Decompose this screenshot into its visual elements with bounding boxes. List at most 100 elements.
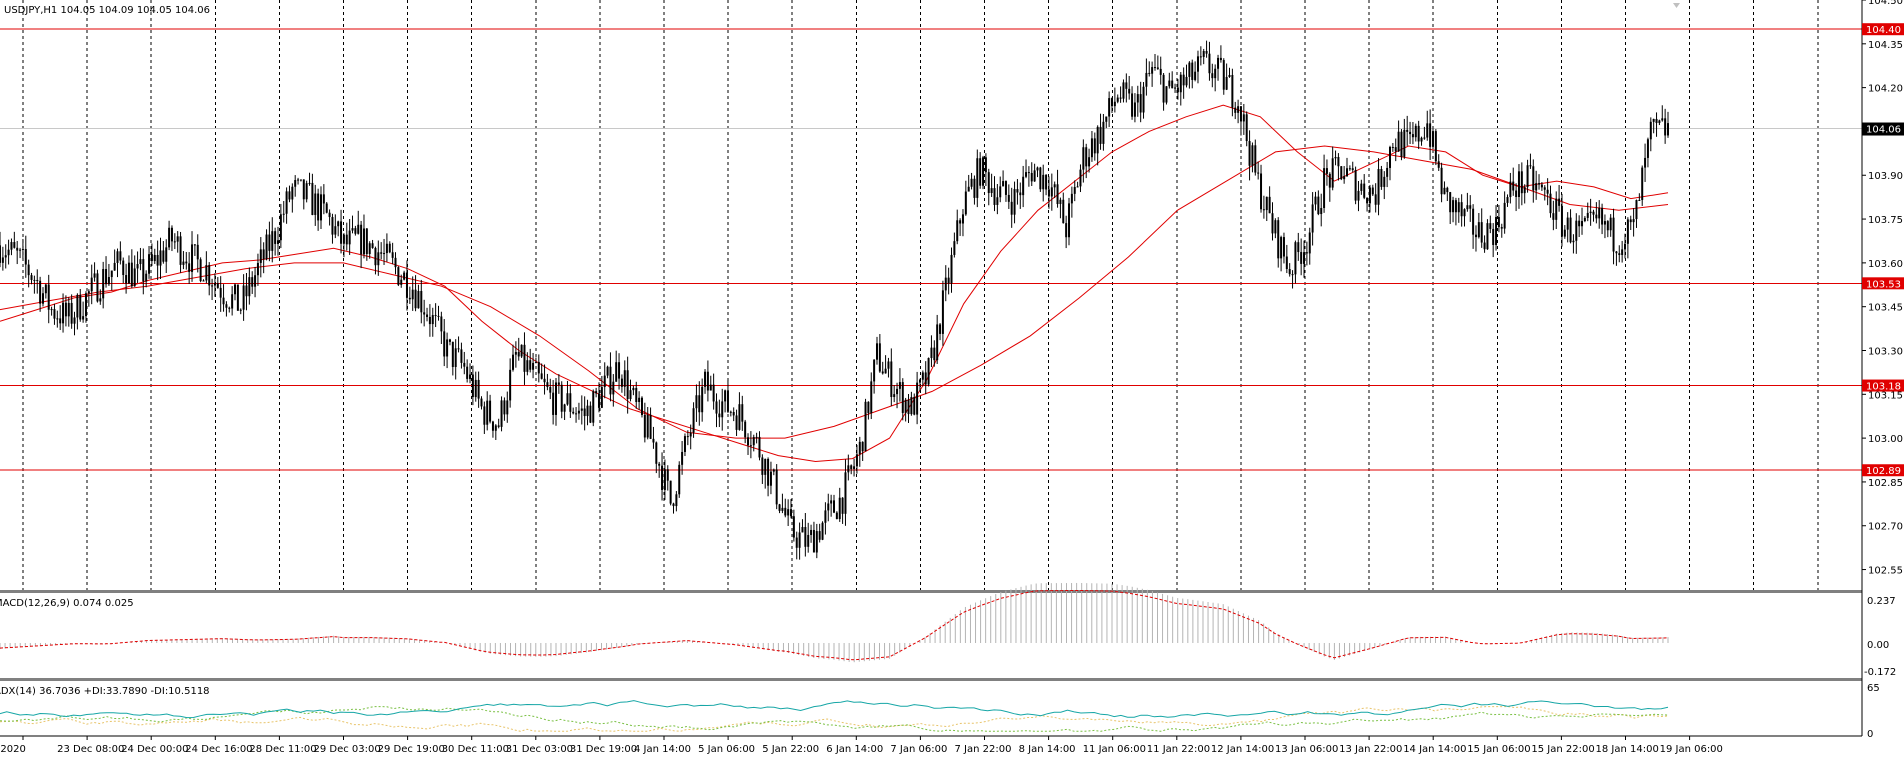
candle-body xyxy=(939,324,942,334)
candle-body xyxy=(726,390,729,412)
candle-body xyxy=(721,401,724,418)
candle-body xyxy=(1297,242,1300,253)
candle-body xyxy=(1512,181,1515,191)
candle-body xyxy=(411,289,414,300)
candle-body xyxy=(1139,94,1142,113)
candle-body xyxy=(979,158,982,186)
candle-body xyxy=(1,257,4,263)
candle-body xyxy=(59,318,62,324)
level-tag-label: 104.40 xyxy=(1866,25,1901,36)
candle-body xyxy=(1300,252,1303,264)
candle-body xyxy=(1010,201,1013,215)
candle-body xyxy=(1589,211,1592,213)
candle-body xyxy=(24,249,27,265)
candle-body xyxy=(976,158,979,198)
minus-di-line xyxy=(0,706,1669,732)
candle-body xyxy=(159,250,162,266)
time-label: 13 Jan 22:00 xyxy=(1339,744,1402,755)
candle-body xyxy=(964,191,967,215)
horizontal-levels[interactable] xyxy=(0,28,1862,471)
candle-body xyxy=(1004,181,1007,195)
price-axis[interactable]: 104.50104.35104.20104.05103.90103.75103.… xyxy=(1861,0,1904,740)
candle-body xyxy=(205,265,208,281)
shift-marker-icon[interactable] xyxy=(1673,3,1680,8)
candle-body xyxy=(712,384,715,402)
candle-body xyxy=(1606,221,1609,231)
candle-body xyxy=(821,522,824,540)
candle-body xyxy=(1214,68,1217,79)
macd-histogram xyxy=(0,582,1669,663)
candle-body xyxy=(274,231,277,244)
pane-separator-2[interactable] xyxy=(0,678,1862,681)
time-label: 31 Dec 19:00 xyxy=(570,744,637,755)
main-header: USDJPY,H1 104.05 104.09 104.05 104.06 xyxy=(4,5,210,16)
candle-body xyxy=(772,469,775,472)
candle-body xyxy=(1555,198,1558,220)
candle-body xyxy=(1463,209,1466,217)
candle-body xyxy=(1311,204,1314,233)
candle-body xyxy=(675,494,678,507)
candle-body xyxy=(623,370,626,387)
candle-body xyxy=(1070,193,1073,204)
candle-body xyxy=(70,302,73,324)
candle-body xyxy=(1176,87,1179,93)
candle-body xyxy=(686,436,689,438)
candle-body xyxy=(815,531,818,553)
candle-body xyxy=(1343,176,1346,180)
candle-body xyxy=(1354,170,1357,201)
time-label: 11 Jan 22:00 xyxy=(1147,744,1210,755)
candle-body xyxy=(463,362,466,367)
candle-body xyxy=(787,509,790,516)
candle-body xyxy=(827,503,830,511)
candle-body xyxy=(1073,187,1076,194)
time-label: 8 Jan 14:00 xyxy=(1019,744,1076,755)
candle-body xyxy=(1437,161,1440,168)
candle-body xyxy=(297,179,300,181)
candle-body xyxy=(612,381,615,395)
candle-body xyxy=(695,395,698,409)
candle-body xyxy=(420,290,423,313)
candle-body xyxy=(640,397,643,415)
candle-body xyxy=(168,227,171,248)
candle-body xyxy=(1007,194,1010,202)
candle-body xyxy=(927,358,930,385)
time-label: 23 Dec 08:00 xyxy=(57,744,124,755)
price-tick-label: 103.15 xyxy=(1868,390,1903,401)
candle-body xyxy=(1056,184,1059,205)
time-label: 29 Dec 19:00 xyxy=(378,744,445,755)
candlestick-series[interactable] xyxy=(0,40,1669,560)
candle-body xyxy=(1096,126,1099,154)
candle-body xyxy=(999,186,1002,198)
candle-body xyxy=(1357,190,1360,201)
candle-body xyxy=(947,277,950,284)
candle-body xyxy=(1131,93,1134,117)
main-pane[interactable]: USDJPY,H1 104.05 104.09 104.05 104.06 xyxy=(0,0,1862,590)
candle-body xyxy=(0,245,1,263)
candle-body xyxy=(431,315,434,325)
pane-separator-1[interactable] xyxy=(0,590,1862,593)
candle-body xyxy=(933,347,936,361)
candle-body xyxy=(749,445,752,447)
candle-body xyxy=(1420,137,1423,142)
candle-body xyxy=(10,242,13,250)
candle-body xyxy=(1618,253,1621,255)
candle-body xyxy=(277,240,279,244)
adx-pane[interactable]: ADX(14) 36.7036 +DI:33.7890 -DI:10.5118 xyxy=(0,686,1669,732)
time-label: 7 Jan 22:00 xyxy=(955,744,1012,755)
macd-pane[interactable]: MACD(12,26,9) 0.074 0.025 xyxy=(0,582,1669,663)
candle-body xyxy=(305,183,308,200)
candle-body xyxy=(709,384,712,391)
candle-body xyxy=(282,213,285,215)
candle-body xyxy=(1271,213,1274,234)
candle-body xyxy=(27,264,30,276)
candle-body xyxy=(807,534,810,547)
candle-body xyxy=(683,436,686,452)
adx-scale-bottom: 0 xyxy=(1867,729,1873,740)
candle-body xyxy=(549,387,552,393)
macd-header: MACD(12,26,9) 0.074 0.025 xyxy=(0,598,134,609)
candle-body xyxy=(262,249,265,260)
candle-body xyxy=(1262,209,1265,211)
level-tag xyxy=(1862,23,1904,36)
